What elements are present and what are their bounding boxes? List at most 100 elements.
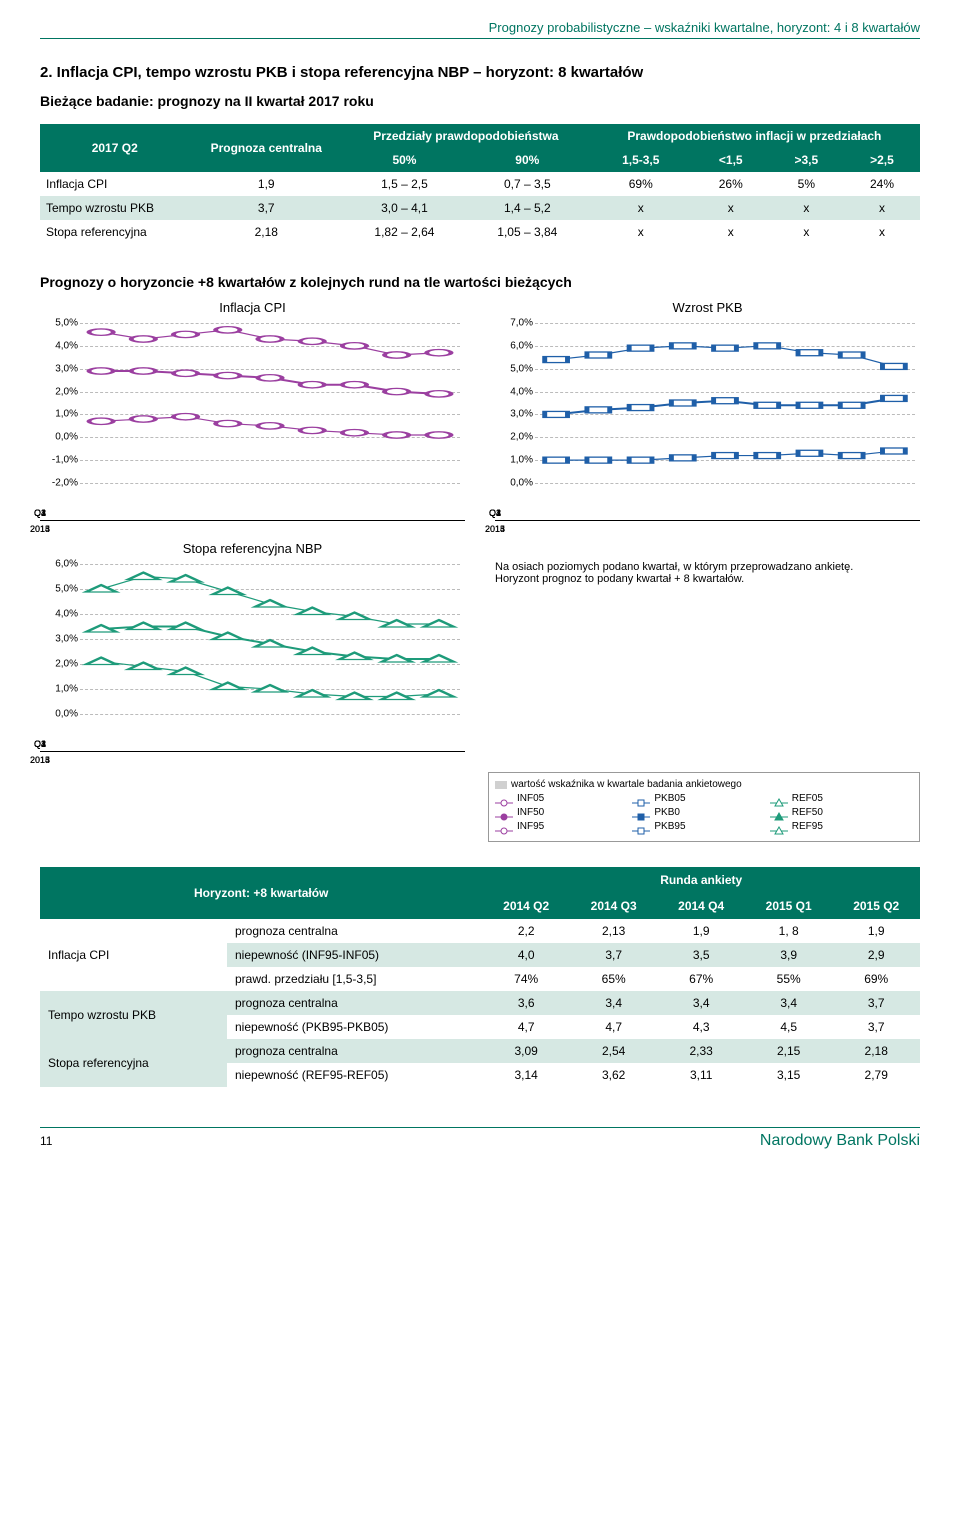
chart-ref: Stopa referencyjna NBP 0,0%1,0%2,0%3,0%4… bbox=[40, 541, 465, 752]
th-quarter: 2015 Q1 bbox=[745, 893, 833, 919]
table-cell: 3,7 bbox=[832, 991, 920, 1015]
legend-label: PKB95 bbox=[654, 821, 685, 832]
table-cell: 2,15 bbox=[745, 1039, 833, 1063]
table-cell: 1,82 – 2,64 bbox=[343, 220, 466, 244]
chart-note: Na osiach poziomych podano kwartał, w kt… bbox=[495, 541, 920, 752]
y-tick: -2,0% bbox=[40, 478, 78, 489]
row-group: Tempo wzrostu PKB bbox=[40, 991, 227, 1039]
th-quarter: 2014 Q4 bbox=[657, 893, 745, 919]
th-period: 2017 Q2 bbox=[40, 124, 189, 172]
legend-swatch bbox=[770, 812, 788, 814]
th-quarter: 2014 Q3 bbox=[570, 893, 658, 919]
table-cell: 69% bbox=[589, 172, 693, 196]
legend-swatch bbox=[495, 812, 513, 814]
table-cell: 26% bbox=[693, 172, 769, 196]
charts-heading: Prognozy o horyzoncie +8 kwartałów z kol… bbox=[40, 274, 920, 290]
legend-swatch bbox=[495, 826, 513, 828]
table-cell: 2,18 bbox=[189, 220, 343, 244]
section-title: 2. Inflacja CPI, tempo wzrostu PKB i sto… bbox=[40, 64, 920, 81]
note-line-2: Horyzont prognoz to podany kwartał + 8 k… bbox=[495, 573, 920, 585]
th-prob: Prawdopodobieństwo inflacji w przedziała… bbox=[589, 124, 920, 148]
table-cell: 3,7 bbox=[832, 1015, 920, 1039]
table-cell: 3,7 bbox=[189, 196, 343, 220]
y-tick: 1,0% bbox=[40, 409, 78, 420]
y-tick: 3,0% bbox=[40, 634, 78, 645]
table-cell: 4,7 bbox=[482, 1015, 570, 1039]
row-label: niepewność (REF95-REF05) bbox=[227, 1063, 482, 1087]
legend-label: PKB05 bbox=[654, 793, 685, 804]
table-row-label: Stopa referencyjna bbox=[40, 220, 189, 244]
legend-swatch bbox=[770, 798, 788, 800]
chart-cpi-title: Inflacja CPI bbox=[40, 300, 465, 315]
row-group: Stopa referencyjna bbox=[40, 1039, 227, 1087]
y-tick: 1,0% bbox=[495, 455, 533, 466]
table-cell: 3,4 bbox=[570, 991, 658, 1015]
row-label: prawd. przedziału [1,5-3,5] bbox=[227, 967, 482, 991]
row-label: prognoza centralna bbox=[227, 1039, 482, 1063]
x-year: 2015 bbox=[30, 755, 50, 765]
x-year: 2015 bbox=[485, 524, 505, 534]
table-cell: 2,18 bbox=[832, 1039, 920, 1063]
horizon-table: Horyzont: +8 kwartałów Runda ankiety 201… bbox=[40, 867, 920, 1087]
table-cell: 55% bbox=[745, 967, 833, 991]
table-cell: 1,4 – 5,2 bbox=[466, 196, 589, 220]
th-c: >3,5 bbox=[769, 148, 844, 172]
legend-swatch bbox=[632, 812, 650, 814]
table-cell: 4,0 bbox=[482, 943, 570, 967]
legend-swatch bbox=[632, 826, 650, 828]
th-90: 90% bbox=[466, 148, 589, 172]
page-header: Prognozy probabilistyczne – wskaźniki kw… bbox=[40, 20, 920, 39]
table-cell: 3,5 bbox=[657, 943, 745, 967]
th-quarter: 2015 Q2 bbox=[832, 893, 920, 919]
chart-pkb: Wzrost PKB 0,0%1,0%2,0%3,0%4,0%5,0%6,0%7… bbox=[495, 300, 920, 521]
row-label: niepewność (INF95-INF05) bbox=[227, 943, 482, 967]
row-label: niepewność (PKB95-PKB05) bbox=[227, 1015, 482, 1039]
table-cell: 4,7 bbox=[570, 1015, 658, 1039]
table-cell: 3,62 bbox=[570, 1063, 658, 1087]
table-cell: 24% bbox=[844, 172, 920, 196]
th-quarter: 2014 Q2 bbox=[482, 893, 570, 919]
table-row-label: Tempo wzrostu PKB bbox=[40, 196, 189, 220]
table-cell: x bbox=[769, 220, 844, 244]
note-line-1: Na osiach poziomych podano kwartał, w kt… bbox=[495, 561, 920, 573]
table-cell: 1,05 – 3,84 bbox=[466, 220, 589, 244]
row-group: Inflacja CPI bbox=[40, 919, 227, 991]
bank-name: Narodowy Bank Polski bbox=[760, 1132, 920, 1150]
x-tick: Q2 bbox=[489, 508, 501, 518]
page-number: 11 bbox=[40, 1134, 52, 1148]
legend-label: REF95 bbox=[792, 821, 823, 832]
y-tick: 4,0% bbox=[495, 386, 533, 397]
th-50: 50% bbox=[343, 148, 466, 172]
table-cell: 2,79 bbox=[832, 1063, 920, 1087]
y-tick: 5,0% bbox=[40, 318, 78, 329]
y-tick: 2,0% bbox=[40, 386, 78, 397]
chart-lines bbox=[535, 323, 915, 483]
th-horizon: Horyzont: +8 kwartałów bbox=[40, 867, 482, 919]
summary-table: 2017 Q2 Prognoza centralna Przedziały pr… bbox=[40, 124, 920, 244]
x-tick: Q2 bbox=[34, 508, 46, 518]
chart-cpi: Inflacja CPI -2,0%-1,0%0,0%1,0%2,0%3,0%4… bbox=[40, 300, 465, 521]
th-d: >2,5 bbox=[844, 148, 920, 172]
table-cell: 65% bbox=[570, 967, 658, 991]
table-cell: x bbox=[844, 220, 920, 244]
table-cell: 69% bbox=[832, 967, 920, 991]
table-cell: 2,33 bbox=[657, 1039, 745, 1063]
legend-label: PKB0 bbox=[654, 807, 680, 818]
section-subtitle: Bieżące badanie: prognozy na II kwartał … bbox=[40, 93, 920, 109]
th-runda: Runda ankiety bbox=[482, 867, 920, 893]
table-cell: 67% bbox=[657, 967, 745, 991]
y-tick: 6,0% bbox=[495, 340, 533, 351]
table-cell: 4,3 bbox=[657, 1015, 745, 1039]
table-cell: x bbox=[844, 196, 920, 220]
y-tick: 4,0% bbox=[40, 609, 78, 620]
table-cell: x bbox=[769, 196, 844, 220]
table-cell: 1,9 bbox=[832, 919, 920, 943]
table-cell: 1, 8 bbox=[745, 919, 833, 943]
y-tick: 7,0% bbox=[495, 318, 533, 329]
table-row-label: Inflacja CPI bbox=[40, 172, 189, 196]
table-cell: 2,2 bbox=[482, 919, 570, 943]
legend: wartość wskaźnika w kwartale badania ank… bbox=[488, 772, 920, 842]
table-cell: 2,9 bbox=[832, 943, 920, 967]
table-cell: 3,4 bbox=[745, 991, 833, 1015]
chart-pkb-title: Wzrost PKB bbox=[495, 300, 920, 315]
